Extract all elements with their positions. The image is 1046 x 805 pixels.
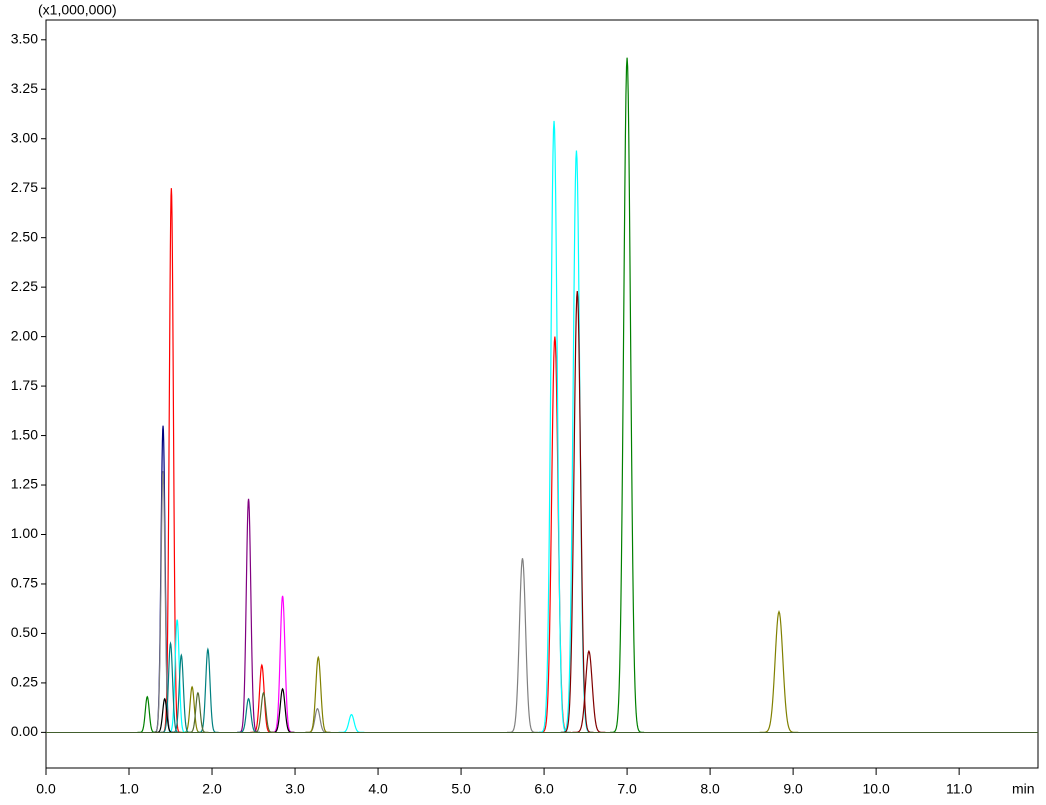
y-tick-label: 2.75: [11, 179, 38, 195]
y-tick-label: 0.00: [11, 723, 38, 739]
x-tick-label: 3.0: [285, 781, 305, 797]
y-multiplier-label: (x1,000,000): [38, 2, 117, 18]
y-tick-label: 0.25: [11, 674, 38, 690]
y-tick-label: 3.00: [11, 129, 38, 145]
y-tick-label: 2.00: [11, 327, 38, 343]
peak: [305, 655, 331, 733]
x-axis-label: min: [1012, 781, 1035, 797]
x-tick-label: 9.0: [783, 781, 803, 797]
x-tick-label: 0.0: [36, 781, 56, 797]
y-tick-label: 3.50: [11, 30, 38, 46]
peak: [152, 471, 174, 733]
peak: [572, 649, 606, 733]
x-tick-label: 4.0: [368, 781, 388, 797]
x-tick-label: 11.0: [946, 781, 972, 797]
peak: [237, 498, 260, 733]
y-tick-label: 2.50: [11, 228, 38, 244]
y-tick-label: 1.50: [11, 426, 38, 442]
x-tick-label: 1.0: [119, 781, 139, 797]
x-tick-label: 2.0: [202, 781, 222, 797]
y-tick-label: 2.25: [11, 278, 38, 294]
x-tick-label: 10.0: [863, 781, 890, 797]
peak: [560, 150, 593, 733]
peak: [538, 120, 570, 733]
x-tick-label: 8.0: [700, 781, 720, 797]
peak: [251, 691, 276, 733]
x-tick-label: 5.0: [451, 781, 471, 797]
peak: [338, 713, 365, 733]
peak: [507, 558, 538, 733]
peak: [270, 595, 295, 733]
peak: [137, 695, 158, 733]
y-tick-label: 1.75: [11, 377, 38, 393]
peak: [759, 609, 799, 733]
peak: [538, 336, 571, 733]
peak: [561, 291, 594, 733]
y-tick-label: 0.75: [11, 575, 38, 591]
peak: [610, 57, 645, 733]
y-tick-label: 1.00: [11, 525, 38, 541]
y-tick-label: 1.25: [11, 476, 38, 492]
y-tick-label: 0.50: [11, 624, 38, 640]
y-tick-label: 3.25: [11, 80, 38, 96]
x-tick-label: 6.0: [534, 781, 554, 797]
peak: [270, 687, 295, 733]
peak: [187, 691, 209, 733]
peak: [305, 707, 330, 733]
x-tick-label: 7.0: [617, 781, 637, 797]
peak: [197, 647, 219, 733]
plot-frame: [45, 19, 1039, 769]
